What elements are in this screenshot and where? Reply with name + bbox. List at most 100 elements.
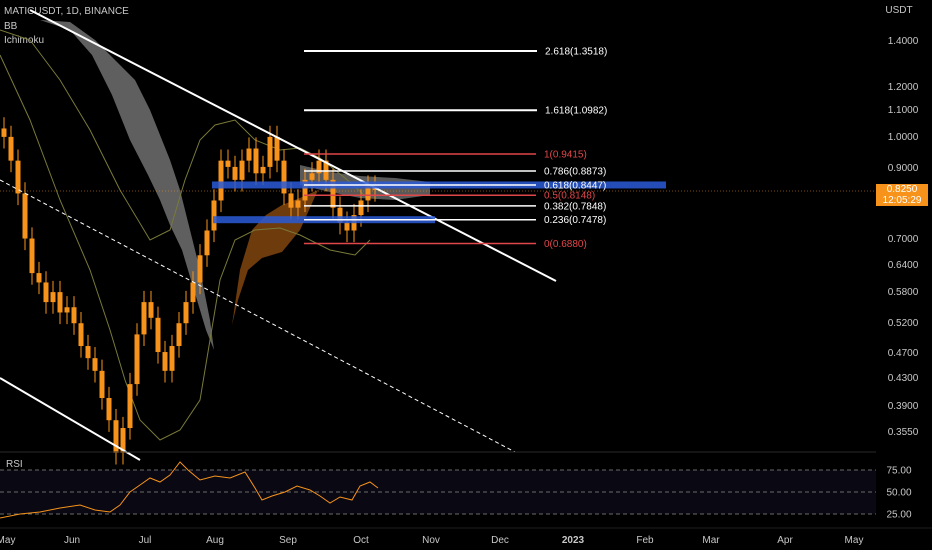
bollinger-upper xyxy=(0,29,371,241)
candle-body xyxy=(204,230,210,256)
price-tick-label: 0.9000 xyxy=(888,163,919,174)
candle-body xyxy=(239,160,245,180)
candle-body xyxy=(169,346,175,371)
candle-body xyxy=(71,307,77,324)
candle-body xyxy=(295,200,301,208)
price-tick-label: 0.5800 xyxy=(888,287,919,298)
candle-body xyxy=(162,352,168,371)
candle-body xyxy=(274,136,280,161)
rsi-tick-label: 25.00 xyxy=(886,510,911,521)
candle-body xyxy=(197,255,203,283)
candle-body xyxy=(36,273,42,283)
ichimoku-cloud-bull xyxy=(232,190,318,325)
rsi-line xyxy=(0,461,379,519)
time-tick-label: Aug xyxy=(206,535,224,546)
current-price-badge: 0.8250 12:05:29 xyxy=(876,184,928,206)
price-axis-currency: USDT xyxy=(885,5,912,16)
bollinger-lower xyxy=(0,54,371,441)
trendline-lower xyxy=(0,377,141,461)
candle-body xyxy=(155,317,161,353)
candle-body xyxy=(309,173,315,180)
symbol-title: MATICUSDT, 1D, BINANCE xyxy=(4,6,129,17)
price-tick-label: 0.6400 xyxy=(888,260,919,271)
candle-body xyxy=(337,207,343,223)
candle-body xyxy=(190,282,196,303)
candle-body xyxy=(50,292,56,303)
time-tick-label: May xyxy=(0,535,15,546)
candle-body xyxy=(253,148,259,174)
fib-level-label: 1(0.9415) xyxy=(544,150,587,161)
candle-body xyxy=(15,160,21,194)
indicator-ichimoku-label[interactable]: Ichimoku xyxy=(4,35,45,46)
candle-body xyxy=(316,160,322,174)
price-tick-label: 0.5200 xyxy=(888,318,919,329)
price-tick-label: 1.4000 xyxy=(888,36,919,47)
candle-body xyxy=(134,334,140,385)
rsi-label: RSI xyxy=(6,459,23,470)
candle-body xyxy=(64,307,70,313)
candle-body xyxy=(288,193,294,208)
time-tick-label: Dec xyxy=(491,535,509,546)
time-tick-label: Sep xyxy=(279,535,297,546)
candle-body xyxy=(218,160,224,201)
rsi-tick-label: 75.00 xyxy=(886,466,911,477)
candle-body xyxy=(211,200,217,231)
candle-body xyxy=(120,428,126,453)
time-tick-label: May xyxy=(845,535,864,546)
candle-countdown: 12:05:29 xyxy=(882,195,922,206)
time-tick-label: Jun xyxy=(64,535,80,546)
time-tick-label: 2023 xyxy=(562,535,585,546)
fib-level-label: 0.786(0.8873) xyxy=(544,166,606,177)
time-tick-label: Mar xyxy=(702,535,720,546)
time-tick-label: Apr xyxy=(777,535,793,546)
price-tick-label: 0.3550 xyxy=(888,427,919,438)
candle-body xyxy=(344,222,350,231)
price-tick-label: 1.0000 xyxy=(888,132,919,143)
candle-body xyxy=(8,136,14,161)
candle-body xyxy=(43,282,49,303)
candle-body xyxy=(358,200,364,216)
candle-body xyxy=(1,128,7,137)
price-tick-label: 0.3900 xyxy=(888,401,919,412)
price-tick-label: 1.1000 xyxy=(888,105,919,116)
ichimoku-cloud-bear xyxy=(40,20,214,350)
price-tick-label: 1.2000 xyxy=(888,82,919,93)
candle-body xyxy=(99,370,105,398)
candle-body xyxy=(330,179,336,208)
time-tick-label: Feb xyxy=(636,535,654,546)
candle-body xyxy=(302,179,308,201)
time-tick-label: Jul xyxy=(139,535,152,546)
current-price-value: 0.8250 xyxy=(886,184,918,195)
candle-body xyxy=(106,397,112,421)
candle-body xyxy=(57,292,63,313)
candle-body xyxy=(113,420,119,453)
candle-body xyxy=(176,323,182,347)
price-tick-label: 0.4300 xyxy=(888,373,919,384)
fib-level-label: 0.5(0.8148) xyxy=(544,191,595,202)
fib-level-label: 0(0.6880) xyxy=(544,239,587,250)
candle-body xyxy=(246,148,252,161)
fib-level-label: 0.236(0.7478) xyxy=(544,215,606,226)
candle-body xyxy=(260,166,266,174)
time-tick-label: Nov xyxy=(422,535,440,546)
candle-body xyxy=(78,323,84,347)
indicator-bb-label[interactable]: BB xyxy=(4,21,18,32)
candle-body xyxy=(281,160,287,194)
price-tick-label: 0.4700 xyxy=(888,348,919,359)
candle-body xyxy=(127,384,133,429)
candle-body xyxy=(267,136,273,167)
candle-body xyxy=(183,302,189,324)
fib-level-label: 0.618(0.8447) xyxy=(544,180,606,191)
price-tick-label: 0.7000 xyxy=(888,234,919,245)
candle-body xyxy=(365,186,371,201)
fib-level-label: 1.618(1.0982) xyxy=(545,106,607,117)
candle-body xyxy=(232,166,238,180)
candle-body xyxy=(148,302,154,318)
trendline-upper xyxy=(29,9,557,282)
time-tick-label: Oct xyxy=(353,535,369,546)
candle-body xyxy=(22,193,28,239)
trendline-mid-dashed xyxy=(0,179,516,453)
fib-level-label: 2.618(1.3518) xyxy=(545,46,607,57)
candle-body xyxy=(29,238,35,274)
